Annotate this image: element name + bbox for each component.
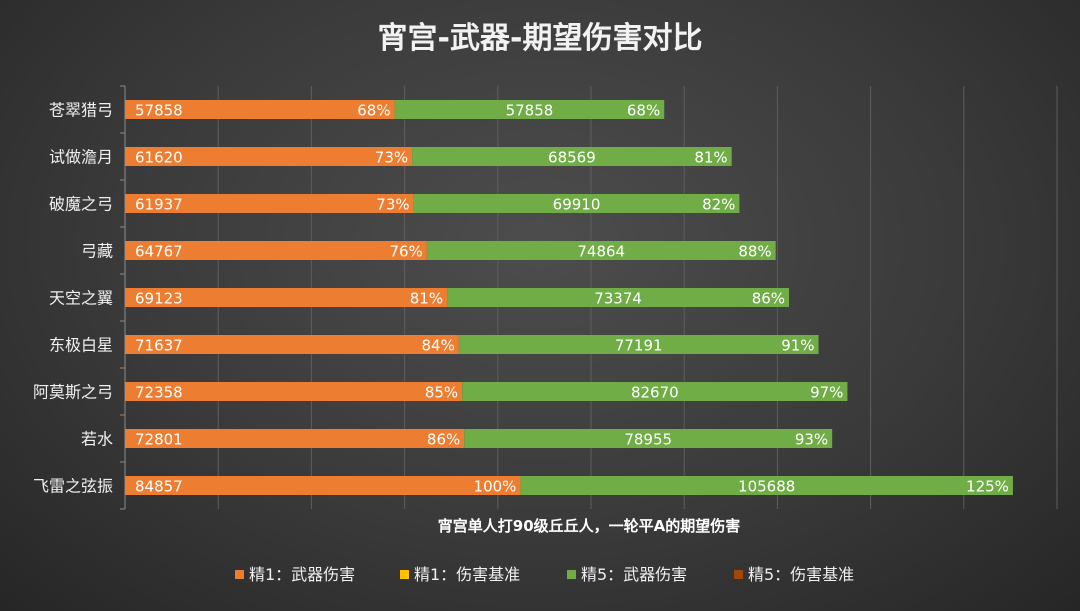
value-label: 82670: [631, 384, 679, 402]
bar-segment: [413, 194, 740, 213]
legend-swatch: [567, 570, 576, 579]
category-label: 弓藏: [81, 242, 113, 261]
percent-label: 68%: [357, 102, 390, 120]
category-label: 苍翠猎弓: [49, 101, 113, 120]
value-label: 61937: [135, 196, 183, 214]
legend-swatch: [235, 570, 244, 579]
percent-label: 81%: [694, 149, 727, 167]
category-label: 飞雷之弦振: [33, 477, 113, 496]
value-label: 69910: [553, 196, 601, 214]
value-label: 64767: [135, 243, 183, 261]
percent-label: 81%: [410, 290, 443, 308]
percent-label: 88%: [738, 243, 771, 261]
bars: 57858 68% 57858 68% 61620 73% 68569 81% 61937 73%…: [125, 100, 1013, 496]
percent-label: 76%: [389, 243, 422, 261]
category-label: 试做澹月: [49, 148, 113, 167]
percent-label: 91%: [781, 337, 814, 355]
value-label: 68569: [548, 149, 596, 167]
bar-segment: [464, 429, 833, 448]
percent-label: 84%: [421, 337, 454, 355]
percent-label: 125%: [966, 478, 1009, 496]
bar-segment: [520, 476, 1013, 495]
value-label: 57858: [506, 102, 554, 120]
legend-swatch: [400, 570, 409, 579]
value-label: 78955: [624, 431, 672, 449]
bar-segment: [125, 147, 413, 166]
category-label: 东极白星: [49, 336, 113, 355]
legend-entry: 精1：武器伤害: [249, 565, 355, 584]
value-label: 73374: [594, 290, 642, 308]
value-label: 105688: [738, 478, 795, 496]
bar-segment: [125, 194, 414, 213]
percent-label: 82%: [702, 196, 735, 214]
value-label: 69123: [135, 290, 183, 308]
percent-label: 100%: [474, 478, 517, 496]
percent-label: 85%: [425, 384, 458, 402]
bar-segment: [462, 382, 848, 401]
category-label: 若水: [81, 430, 113, 449]
percent-label: 73%: [376, 196, 409, 214]
bar-segment: [125, 100, 395, 119]
percent-label: 97%: [810, 384, 843, 402]
percent-label: 93%: [795, 431, 828, 449]
bar-segment: [125, 429, 465, 448]
legend-entry: 精5：伤害基准: [748, 565, 854, 584]
bar-segment: [412, 147, 732, 166]
percent-label: 68%: [627, 102, 660, 120]
bar-segment: [125, 476, 521, 495]
value-label: 84857: [135, 478, 183, 496]
value-label: 57858: [135, 102, 183, 120]
x-axis-label: 宵宫单人打90级丘丘人，一轮平A的期望伤害: [438, 517, 741, 535]
legend: 精1：武器伤害 精1：伤害基准 精5：武器伤害 精5：伤害基准: [235, 565, 854, 584]
legend-entry: 精5：武器伤害: [581, 565, 687, 584]
category-label: 天空之翼: [49, 289, 113, 308]
bar-segment: [394, 100, 665, 119]
value-label: 72801: [135, 431, 183, 449]
value-label: 61620: [135, 149, 183, 167]
value-label: 77191: [615, 337, 663, 355]
chart-title: 宵宫-武器-期望伤害对比: [378, 21, 703, 56]
bar-segment: [125, 335, 459, 354]
bar-segment: [125, 241, 427, 260]
value-label: 74864: [577, 243, 625, 261]
legend-swatch: [734, 570, 743, 579]
bar-segment: [125, 288, 448, 307]
bar-segment: [426, 241, 776, 260]
category-label: 阿莫斯之弓: [33, 383, 113, 402]
category-label: 破魔之弓: [49, 195, 113, 214]
percent-label: 86%: [752, 290, 785, 308]
percent-label: 86%: [427, 431, 460, 449]
value-label: 72358: [135, 384, 183, 402]
bar-segment: [458, 335, 819, 354]
percent-label: 73%: [375, 149, 408, 167]
bar-segment: [125, 382, 463, 401]
legend-entry: 精1：伤害基准: [414, 565, 520, 584]
value-label: 71637: [135, 337, 183, 355]
bar-segment: [447, 288, 790, 307]
